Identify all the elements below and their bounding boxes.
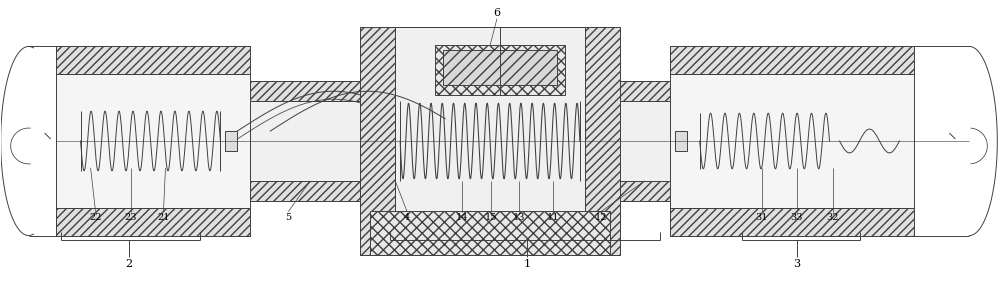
Text: 31: 31	[755, 213, 768, 222]
Bar	[360, 27, 620, 255]
Bar	[670, 208, 914, 235]
Text: 11: 11	[547, 213, 559, 222]
Bar	[620, 181, 670, 201]
Bar	[443, 51, 557, 85]
Text: 3: 3	[793, 259, 800, 269]
Bar	[360, 27, 395, 255]
Bar	[620, 81, 670, 101]
Bar	[56, 46, 250, 74]
Text: 1: 1	[523, 259, 531, 269]
Text: 32: 32	[826, 213, 839, 222]
Bar	[670, 46, 914, 235]
Bar	[670, 46, 914, 74]
Bar	[370, 211, 610, 255]
Bar	[225, 131, 237, 151]
Bar	[675, 131, 687, 151]
Text: 14: 14	[456, 213, 468, 222]
Text: 15: 15	[485, 213, 497, 222]
Text: 22: 22	[89, 213, 102, 222]
Text: 33: 33	[790, 213, 803, 222]
Bar	[250, 81, 360, 201]
Bar	[250, 181, 360, 201]
Bar	[435, 46, 565, 95]
Text: 4: 4	[404, 213, 410, 222]
Text: 13: 13	[513, 213, 525, 222]
Text: 2: 2	[125, 259, 132, 269]
Text: 5: 5	[285, 213, 291, 222]
Bar	[620, 81, 670, 201]
Text: 21: 21	[157, 213, 170, 222]
Text: 6: 6	[493, 8, 501, 18]
Text: 12: 12	[595, 213, 607, 222]
Bar	[585, 27, 620, 255]
Bar	[56, 208, 250, 235]
Bar	[56, 46, 250, 235]
Text: 23: 23	[124, 213, 137, 222]
Bar	[250, 81, 360, 101]
